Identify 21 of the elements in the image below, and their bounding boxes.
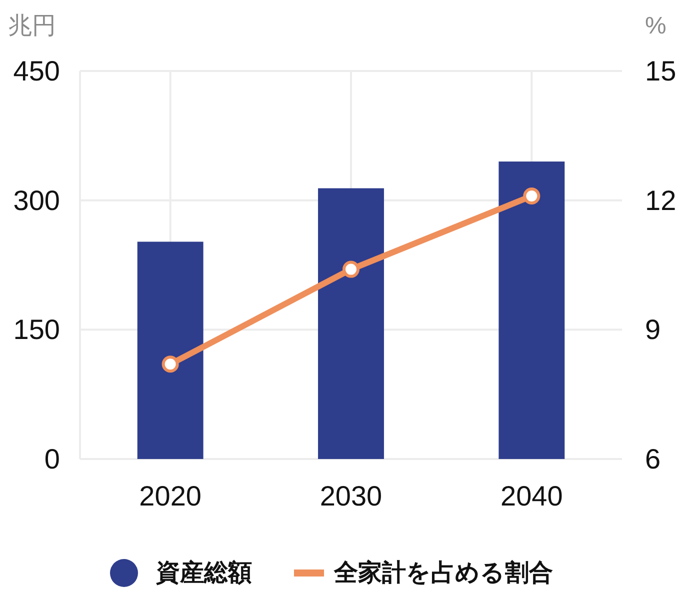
x-tick-label: 2040 [500, 480, 563, 512]
y-tick-label: 300 [13, 184, 60, 216]
legend-label: 資産総額 [155, 560, 252, 586]
y2-tick-label: 9 [645, 314, 661, 346]
y2-tick-label: 15 [645, 56, 676, 86]
point [523, 188, 540, 205]
y-tick-label: 150 [13, 314, 60, 346]
bar [318, 188, 384, 459]
y2-tick-label: 12 [645, 184, 676, 216]
y2-axis-title: % [645, 12, 666, 40]
x-tick-label: 2030 [320, 480, 382, 512]
point [342, 260, 360, 278]
y2-tick-label: 6 [645, 444, 661, 474]
x-tick-label: 2020 [139, 480, 202, 512]
y-axis-title: 兆円 [8, 12, 56, 40]
y-tick-label: 450 [13, 56, 60, 86]
bar [498, 162, 565, 459]
y-tick-label: 0 [44, 444, 60, 474]
bar [137, 242, 204, 459]
legend-label: 全家計を占める割合 [333, 560, 553, 586]
point [162, 356, 179, 373]
